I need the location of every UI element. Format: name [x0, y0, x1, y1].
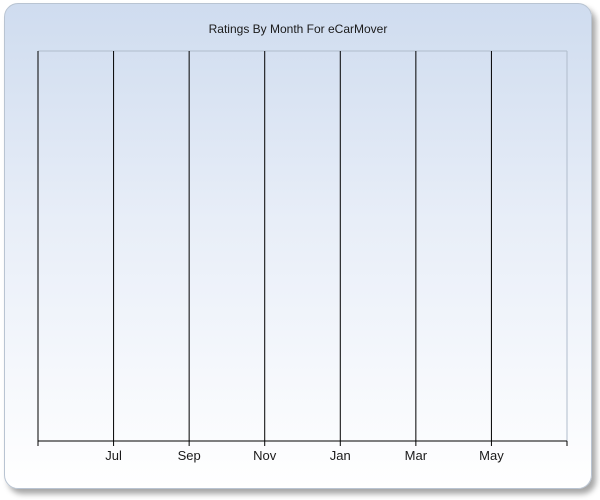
- chart-panel: [4, 3, 592, 489]
- x-tick-label-mar: Mar: [405, 448, 428, 463]
- x-tick-label-jan: Jan: [330, 448, 351, 463]
- plot-area: Jul Sep Nov Jan Mar May: [37, 50, 568, 463]
- chart-title: Ratings By Month For eCarMover: [209, 22, 388, 36]
- x-tick-label-jul: Jul: [105, 448, 122, 463]
- x-tick-label-sep: Sep: [178, 448, 201, 463]
- x-tick-label-may: May: [479, 448, 504, 463]
- x-tick-label-nov: Nov: [253, 448, 277, 463]
